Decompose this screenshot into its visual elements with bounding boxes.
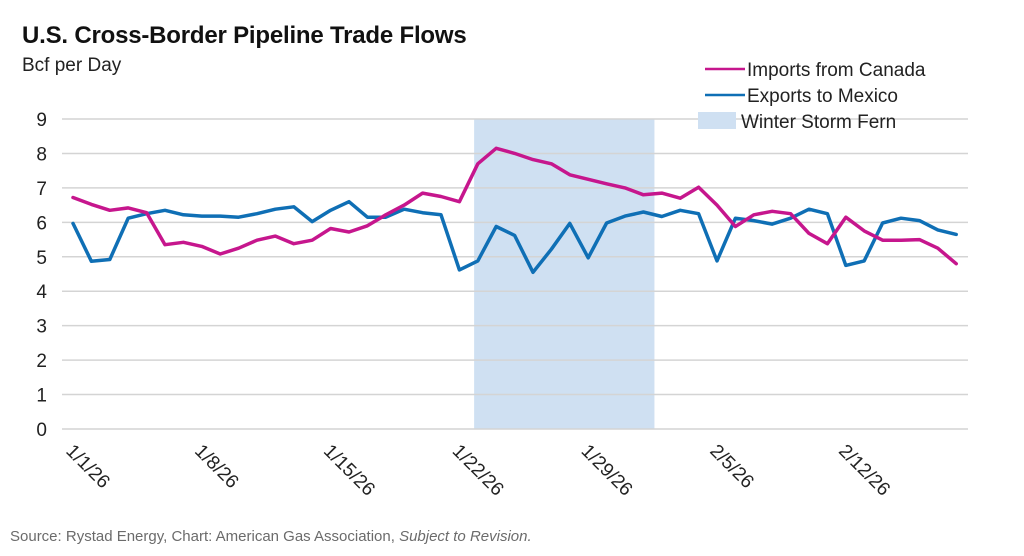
series-line-exports-to-mexico [71, 199, 958, 275]
y-tick-label: 3 [36, 317, 47, 338]
x-tick-label: 1/22/26 [448, 441, 508, 501]
y-tick-label: 0 [36, 420, 47, 441]
series-layer [71, 146, 958, 275]
x-tick-label: 2/5/26 [705, 441, 757, 493]
source-note: Source: Rystad Energy, Chart: American G… [10, 528, 532, 545]
legend: Imports from Canada Exports to Mexico Wint… [698, 60, 926, 133]
x-tick-label: 1/15/26 [319, 441, 379, 501]
revision-note: Subject to Revision. [399, 528, 532, 545]
source-text: Source: Rystad Energy, Chart: American G… [10, 528, 400, 545]
y-tick-label: 1 [36, 386, 47, 407]
winter-storm-shade [474, 119, 655, 429]
y-axis-ticks: 0 1 2 3 4 5 6 7 8 9 [36, 110, 47, 441]
x-tick-label: 1/8/26 [190, 441, 242, 493]
grid-layer [62, 118, 968, 430]
chart-subtitle-units: Bcf per Day [22, 55, 122, 76]
shade-layer [474, 119, 655, 429]
y-tick-label: 8 [36, 144, 47, 165]
y-tick-label: 5 [36, 248, 47, 269]
legend-label-imports-from-canada: Imports from Canada [747, 60, 926, 81]
legend-swatch-winter-storm [698, 112, 736, 129]
y-tick-label: 2 [36, 351, 47, 372]
series-line-imports-from-canada [71, 146, 958, 266]
x-tick-label: 1/1/26 [61, 441, 113, 493]
y-tick-label: 6 [36, 213, 47, 234]
y-tick-label: 9 [36, 110, 47, 131]
x-tick-label: 2/12/26 [834, 441, 894, 501]
chart-title: U.S. Cross-Border Pipeline Trade Flows [22, 22, 467, 49]
y-tick-label: 4 [36, 282, 47, 303]
legend-label-exports-to-mexico: Exports to Mexico [747, 86, 898, 107]
legend-label-winter-storm: Winter Storm Fern [741, 112, 896, 133]
y-tick-label: 7 [36, 179, 47, 200]
x-tick-label: 1/29/26 [577, 441, 637, 501]
x-axis-ticks: 1/1/26 1/8/26 1/15/26 1/22/26 1/29/26 2/5/26 2… [61, 441, 893, 501]
